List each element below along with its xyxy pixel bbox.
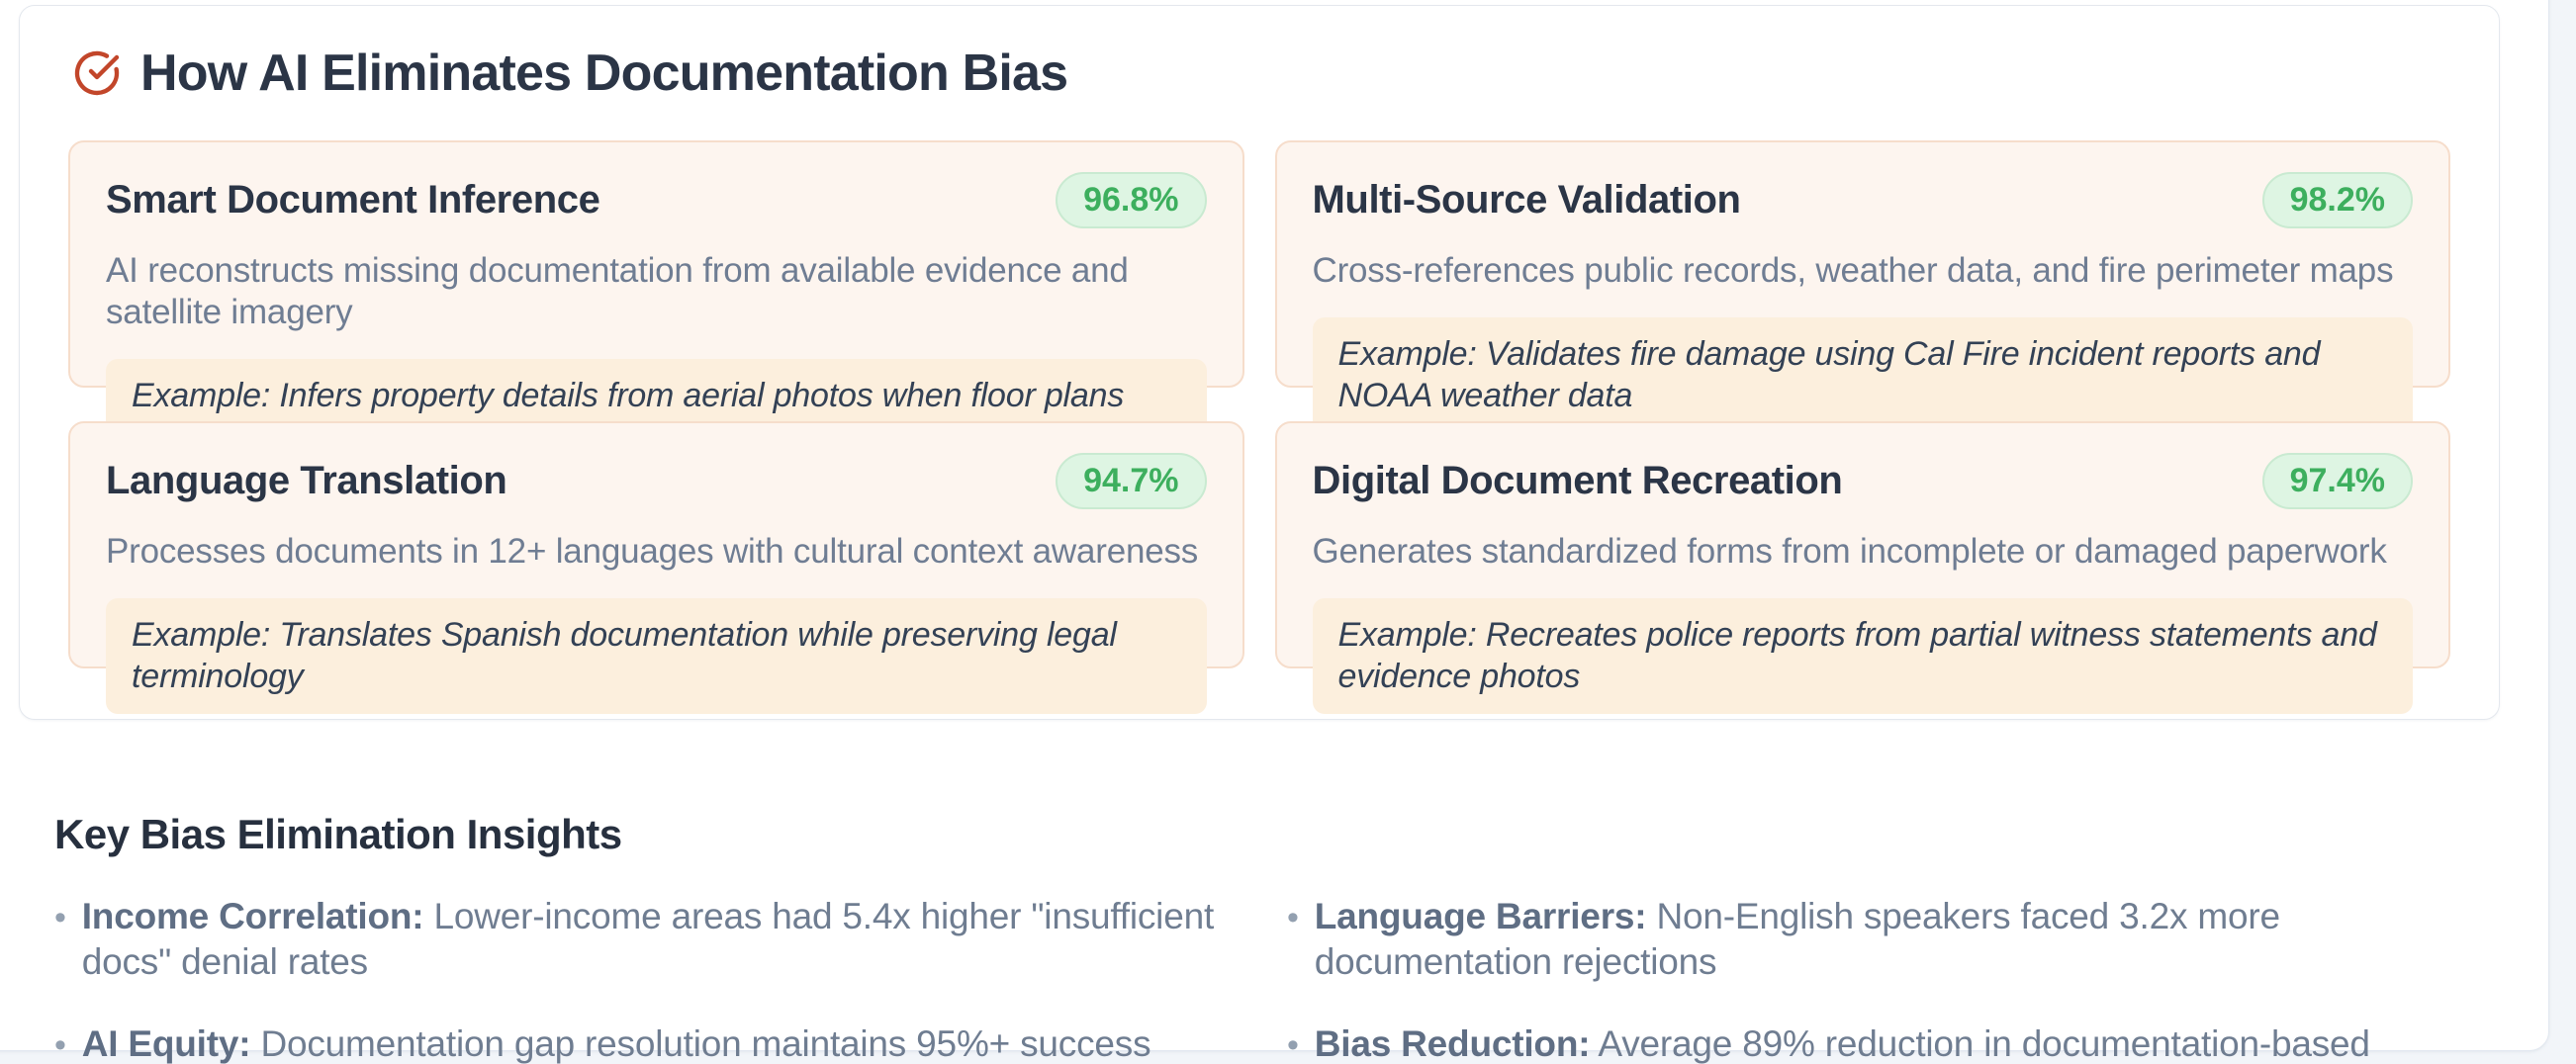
insight-body: Documentation gap resolution maintains 9…	[260, 1022, 1151, 1064]
insight-body: Non-English speakers faced 3.2x more doc…	[1314, 896, 2280, 983]
insight-ai-equity: • AI Equity: Documentation gap resolutio…	[54, 1021, 1247, 1064]
accuracy-badge: 94.7%	[1056, 453, 1207, 509]
insight-body: Lower-income areas had 5.4x higher "insu…	[81, 896, 1215, 983]
card-header: Multi-Source Validation 98.2%	[1312, 172, 2413, 228]
method-description: AI reconstructs missing documentation fr…	[106, 250, 1129, 331]
bullet-icon: •	[54, 1025, 66, 1064]
insight-text: Income Correlation: Lower-income areas h…	[82, 894, 1247, 986]
accuracy-badge: 98.2%	[2261, 172, 2413, 228]
accuracy-badge: 97.4%	[2261, 453, 2413, 509]
insight-text: Bias Reduction: Average 89% reduction in…	[1315, 1021, 2480, 1064]
method-description: Cross-references public records, weather…	[1312, 250, 2394, 290]
ai-methods-panel: How AI Eliminates Documentation Bias Sma…	[19, 5, 2500, 720]
insights-grid: • Income Correlation: Lower-income areas…	[54, 894, 2480, 1064]
card-header: Digital Document Recreation 97.4%	[1312, 453, 2413, 509]
method-cards-grid: Smart Document Inference 96.8% AI recons…	[68, 140, 2450, 714]
insight-text: AI Equity: Documentation gap resolution …	[82, 1021, 1247, 1064]
insight-text: Language Barriers: Non-English speakers …	[1315, 894, 2480, 986]
method-card-digital-document-recreation: Digital Document Recreation 97.4% Genera…	[1274, 421, 2450, 714]
bullet-icon: •	[54, 899, 66, 936]
card-header: Language Translation 94.7%	[106, 453, 1207, 509]
bullet-icon: •	[1287, 899, 1299, 936]
insights-heading: Key Bias Elimination Insights	[54, 811, 622, 857]
bullet-icon: •	[1287, 1025, 1299, 1064]
card-header: Smart Document Inference 96.8%	[106, 172, 1207, 228]
method-title: Language Translation	[106, 458, 507, 502]
insight-language-barriers: • Language Barriers: Non-English speaker…	[1287, 894, 2480, 986]
method-title: Digital Document Recreation	[1312, 458, 1843, 502]
method-card-smart-document-inference: Smart Document Inference 96.8% AI recons…	[68, 140, 1244, 475]
panel-title: How AI Eliminates Documentation Bias	[140, 44, 1068, 102]
method-example: Example: Validates fire damage using Cal…	[1312, 316, 2413, 433]
method-card-language-translation: Language Translation 94.7% Processes doc…	[68, 421, 1244, 714]
method-example: Example: Recreates police reports from p…	[1312, 597, 2413, 714]
method-example: Example: Translates Spanish documentatio…	[106, 597, 1207, 714]
insight-label: AI Equity:	[81, 1022, 251, 1064]
method-description: Processes documents in 12+ languages wit…	[106, 531, 1199, 571]
check-circle-icon	[73, 49, 121, 97]
insight-body: Average 89% reduction in documentation-b…	[1598, 1022, 2370, 1064]
method-card-multi-source-validation: Multi-Source Validation 98.2% Cross-refe…	[1274, 140, 2450, 433]
method-description: Generates standardized forms from incomp…	[1312, 531, 2387, 571]
panel-header: How AI Eliminates Documentation Bias	[73, 44, 2450, 103]
method-title: Multi-Source Validation	[1312, 177, 1741, 222]
insight-label: Income Correlation:	[81, 896, 424, 936]
insights-section: Key Bias Elimination Insights • Income C…	[54, 811, 2480, 1064]
insight-label: Language Barriers:	[1314, 896, 1647, 936]
insight-label: Bias Reduction:	[1314, 1022, 1591, 1064]
method-title: Smart Document Inference	[106, 177, 600, 222]
accuracy-badge: 96.8%	[1056, 172, 1207, 228]
insight-income-correlation: • Income Correlation: Lower-income areas…	[54, 894, 1247, 986]
insight-bias-reduction: • Bias Reduction: Average 89% reduction …	[1287, 1021, 2480, 1064]
